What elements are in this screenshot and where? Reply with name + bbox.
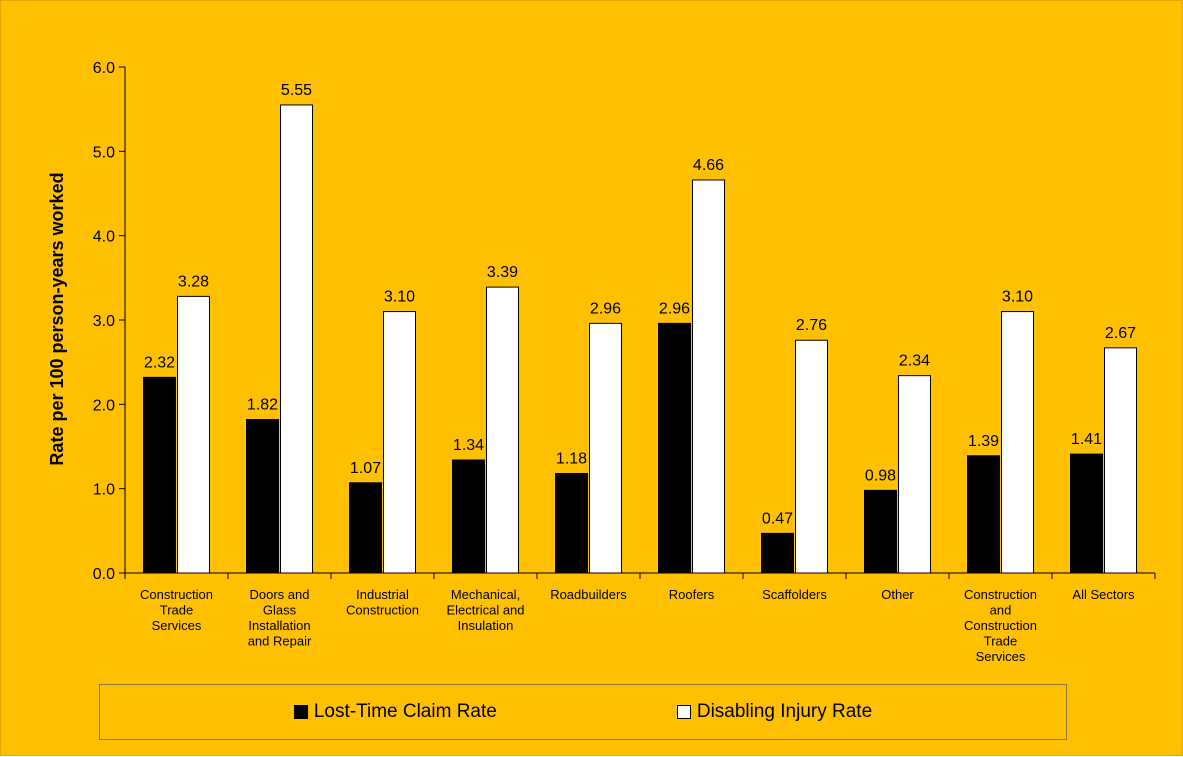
labels: Construction Trade Services Doors and Glass I… bbox=[140, 82, 1136, 664]
data-label-disabling-injury: 4.66 bbox=[693, 157, 724, 174]
x-category-label: All Sectors bbox=[1072, 587, 1135, 602]
bar-lost-time bbox=[967, 455, 1000, 574]
bar-disabling-injury bbox=[486, 286, 519, 574]
bar-lost-time bbox=[349, 482, 382, 574]
data-label-lost-time: 1.39 bbox=[968, 433, 999, 450]
y-tick-label: 0.0 bbox=[93, 566, 115, 583]
data-label-disabling-injury: 2.96 bbox=[590, 300, 621, 317]
data-label-disabling-injury: 2.34 bbox=[899, 353, 930, 370]
y-tick-label: 3.0 bbox=[93, 313, 115, 330]
legend-item-disabling-injury: Disabling Injury Rate bbox=[676, 701, 873, 723]
bar-disabling-injury bbox=[1001, 311, 1034, 574]
data-label-lost-time: 1.07 bbox=[350, 460, 381, 477]
bar-lost-time bbox=[143, 376, 176, 574]
data-label-disabling-injury: 2.67 bbox=[1105, 325, 1136, 342]
y-tick-label: 4.0 bbox=[93, 229, 115, 246]
bar-disabling-injury bbox=[795, 339, 828, 574]
y-tick-label: 5.0 bbox=[93, 144, 115, 161]
y-axis-label: Rate per 100 person-years worked bbox=[47, 172, 67, 465]
y-tick-label: 1.0 bbox=[93, 482, 115, 499]
bar-lost-time bbox=[658, 322, 691, 574]
x-category-label: Roadbuilders bbox=[550, 587, 627, 602]
bar-disabling-injury bbox=[589, 322, 622, 574]
x-category-label: Doors and Glass Installation and Repair bbox=[248, 587, 312, 649]
data-label-lost-time: 2.32 bbox=[144, 354, 175, 371]
bars bbox=[143, 104, 1137, 574]
bar-lost-time bbox=[555, 472, 588, 574]
x-category-label: Other bbox=[881, 587, 914, 602]
data-label-lost-time: 1.41 bbox=[1071, 431, 1102, 448]
data-label-disabling-injury: 3.39 bbox=[487, 264, 518, 281]
legend-swatch-disabling-injury bbox=[676, 705, 691, 719]
bar-lost-time bbox=[761, 532, 794, 574]
x-category-label: Scaffolders bbox=[762, 587, 827, 602]
bar-disabling-injury bbox=[383, 311, 416, 574]
legend-label-lost-time: Lost-Time Claim Rate bbox=[313, 701, 497, 722]
data-label-disabling-injury: 3.28 bbox=[178, 273, 209, 290]
data-label-lost-time: 1.18 bbox=[556, 450, 587, 467]
data-label-lost-time: 1.34 bbox=[453, 437, 484, 454]
bar-lost-time bbox=[864, 489, 897, 574]
bar-disabling-injury bbox=[692, 179, 725, 574]
data-label-disabling-injury: 2.76 bbox=[796, 317, 827, 334]
data-label-lost-time: 0.47 bbox=[762, 510, 793, 527]
y-tick-label: 6.0 bbox=[93, 60, 115, 77]
x-category-label: Roofers bbox=[669, 587, 715, 602]
x-category-label: Construction and Construction Trade Services bbox=[964, 587, 1037, 664]
x-category-label: Industrial Construction bbox=[346, 587, 419, 618]
bar-disabling-injury bbox=[898, 375, 931, 574]
legend-item-lost-time: Lost-Time Claim Rate bbox=[293, 701, 497, 723]
legend-swatch-lost-time bbox=[293, 705, 308, 719]
bar-disabling-injury bbox=[177, 295, 210, 574]
x-category-label: Mechanical, Electrical and Insulation bbox=[446, 587, 524, 633]
legend-label-disabling-injury: Disabling Injury Rate bbox=[696, 701, 873, 722]
y-tick-label: 2.0 bbox=[93, 397, 115, 414]
bar-lost-time bbox=[246, 419, 279, 574]
data-label-lost-time: 0.98 bbox=[865, 467, 896, 484]
bar-lost-time bbox=[1070, 453, 1103, 574]
data-label-disabling-injury: 3.10 bbox=[384, 289, 415, 306]
data-label-lost-time: 1.82 bbox=[247, 397, 278, 414]
bar-lost-time bbox=[452, 459, 485, 574]
data-label-disabling-injury: 3.10 bbox=[1002, 289, 1033, 306]
x-category-label: Construction Trade Services bbox=[140, 587, 213, 633]
bar-disabling-injury bbox=[280, 104, 313, 574]
data-label-lost-time: 2.96 bbox=[659, 300, 690, 317]
data-label-disabling-injury: 5.55 bbox=[281, 82, 312, 99]
bar-disabling-injury bbox=[1104, 347, 1137, 574]
legend: Lost-Time Claim Rate Disabling Injury Ra… bbox=[99, 684, 1067, 740]
